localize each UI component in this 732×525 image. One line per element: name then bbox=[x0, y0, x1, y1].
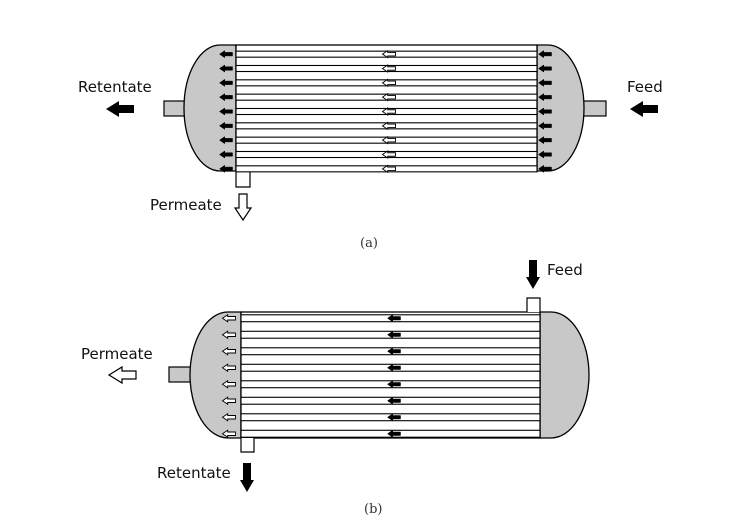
filled-flow-arrow bbox=[219, 121, 233, 130]
hollow-flow-arrow bbox=[381, 135, 396, 145]
right-end-cap bbox=[539, 311, 590, 439]
hollow-flow-arrow bbox=[381, 121, 396, 131]
permeate-out-arrow bbox=[233, 193, 253, 222]
filled-flow-arrow bbox=[219, 78, 233, 87]
permeate-outlet bbox=[235, 171, 251, 188]
diagram-b: Feed Permeate Retentate (b) bbox=[81, 260, 590, 517]
diagram-a: Retentate Feed Permeate (a) bbox=[78, 44, 663, 251]
hollow-flow-arrow bbox=[221, 379, 236, 389]
filled-flow-arrow bbox=[538, 50, 552, 59]
hollow-flow-arrow bbox=[381, 49, 396, 59]
filled-flow-arrow bbox=[219, 50, 233, 59]
hollow-flow-arrow bbox=[221, 363, 236, 373]
hollow-flow-arrow bbox=[381, 107, 396, 116]
hollow-flow-arrow bbox=[221, 429, 236, 439]
filled-flow-arrow bbox=[538, 64, 552, 73]
left-end-cap bbox=[189, 311, 242, 439]
right-end-cap bbox=[536, 44, 585, 172]
caption-a: (a) bbox=[360, 236, 378, 251]
retentate-out-arrow bbox=[240, 463, 254, 492]
filled-flow-arrow bbox=[387, 380, 401, 389]
filled-flow-arrow bbox=[387, 413, 401, 422]
filled-flow-arrow bbox=[538, 150, 552, 159]
hollow-flow-arrow bbox=[221, 396, 236, 406]
filled-flow-arrow bbox=[538, 164, 552, 173]
hollow-flow-arrow bbox=[381, 164, 396, 174]
filled-flow-arrow bbox=[219, 64, 233, 73]
retentate-label: Retentate bbox=[78, 78, 152, 96]
retentate-label: Retentate bbox=[157, 464, 231, 482]
feed-inlet bbox=[526, 297, 541, 312]
hollow-flow-arrow bbox=[221, 330, 236, 340]
filled-flow-arrow bbox=[219, 93, 233, 102]
filled-flow-arrow bbox=[387, 363, 401, 372]
feed-label: Feed bbox=[627, 78, 663, 96]
retentate-out-arrow bbox=[106, 101, 134, 117]
hollow-flow-arrow bbox=[381, 64, 396, 73]
feed-label: Feed bbox=[547, 261, 583, 279]
filled-flow-arrow bbox=[387, 429, 401, 438]
hollow-flow-arrow bbox=[381, 92, 396, 102]
filled-flow-arrow bbox=[387, 347, 401, 356]
hollow-flow-arrow bbox=[221, 346, 236, 356]
permeate-out-arrow bbox=[107, 365, 137, 385]
filled-flow-arrow bbox=[538, 136, 552, 145]
feed-nozzle bbox=[580, 100, 607, 117]
feed-in-arrow bbox=[630, 101, 658, 117]
hollow-flow-arrow bbox=[381, 78, 396, 88]
filled-flow-arrow bbox=[387, 396, 401, 405]
filled-flow-arrow bbox=[538, 121, 552, 130]
filled-flow-arrow bbox=[219, 150, 233, 159]
filled-flow-arrow bbox=[538, 107, 552, 116]
flow-arrows bbox=[221, 313, 401, 439]
filled-flow-arrow bbox=[387, 330, 401, 339]
filled-flow-arrow bbox=[219, 136, 233, 145]
filled-flow-arrow bbox=[219, 164, 233, 173]
hollow-flow-arrow bbox=[221, 313, 236, 323]
filled-flow-arrow bbox=[538, 78, 552, 87]
retentate-outlet bbox=[240, 438, 255, 453]
caption-b: (b) bbox=[364, 502, 382, 517]
filled-flow-arrow bbox=[538, 93, 552, 102]
flow-arrows bbox=[219, 49, 552, 174]
feed-in-arrow bbox=[526, 260, 540, 289]
filled-flow-arrow bbox=[387, 314, 401, 323]
permeate-label: Permeate bbox=[150, 196, 222, 214]
left-end-cap bbox=[183, 44, 237, 172]
hollow-flow-arrow bbox=[381, 150, 396, 159]
filled-flow-arrow bbox=[219, 107, 233, 116]
hollow-flow-arrow bbox=[221, 412, 236, 422]
permeate-label: Permeate bbox=[81, 345, 153, 363]
